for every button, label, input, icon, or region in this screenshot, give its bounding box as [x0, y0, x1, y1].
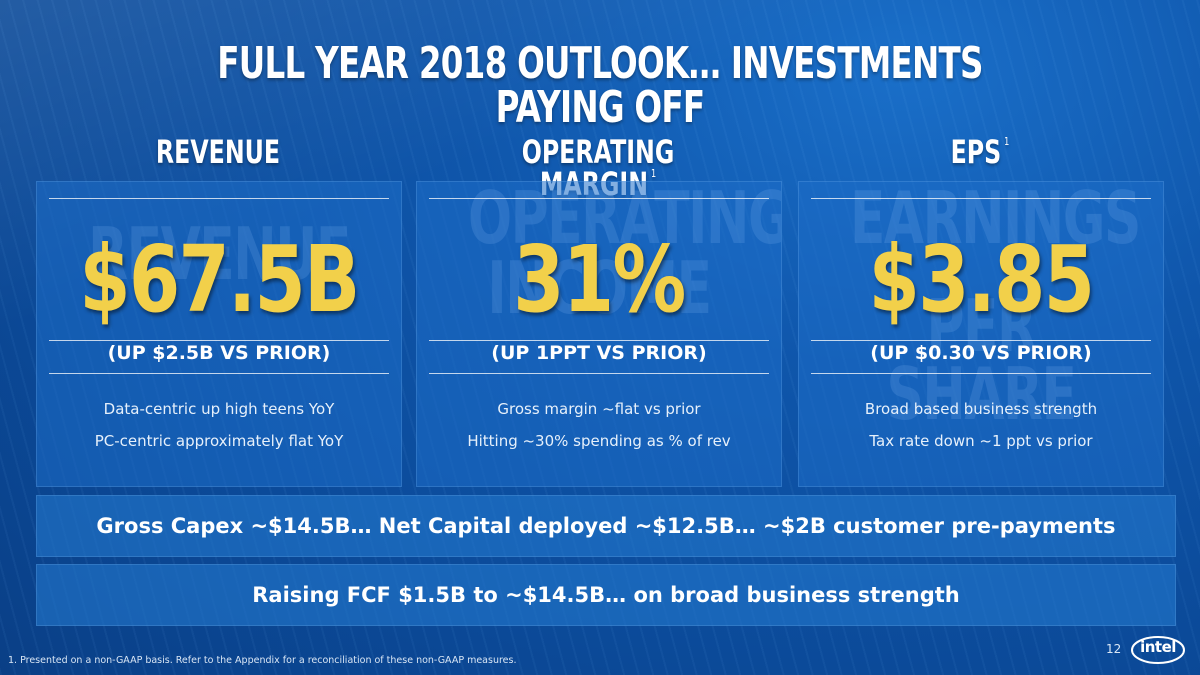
operating-margin-value: 31% [513, 226, 686, 333]
eps-value: $3.85 [868, 226, 1095, 333]
divider [429, 340, 769, 341]
operating-margin-bullet: Gross margin ~flat vs prior [497, 400, 701, 418]
divider [49, 373, 389, 374]
divider [49, 340, 389, 341]
revenue-change: (UP $2.5B VS PRIOR) [107, 342, 331, 364]
slide-title: FULL YEAR 2018 OUTLOOK… INVESTMENTS PAYI… [217, 38, 983, 133]
fcf-banner: Raising FCF $1.5B to ~$14.5B… on broad b… [36, 564, 1176, 626]
footnote: 1. Presented on a non-GAAP basis. Refer … [8, 655, 517, 666]
intel-logo-text: intel [1140, 638, 1176, 656]
eps-bullet: Tax rate down ~1 ppt vs prior [869, 432, 1093, 450]
watermark-text: PER SHARE [886, 284, 1077, 437]
operating-margin-panel: OPERATING INCOME 31% (UP 1PPT VS PRIOR) … [416, 181, 782, 487]
revenue-bullet: Data-centric up high teens YoY [103, 400, 335, 418]
eps-panel: EARNINGS PER SHARE $3.85 (UP $0.30 VS PR… [798, 181, 1164, 487]
divider [49, 198, 389, 199]
footnote-mark: 1 [650, 167, 657, 180]
revenue-value: $67.5B [79, 226, 360, 333]
watermark-text: REVENUE [88, 212, 351, 296]
watermark-text: OPERATING [467, 181, 782, 260]
watermark-text: EARNINGS [849, 181, 1141, 260]
divider [429, 198, 769, 199]
operating-margin-change: (UP 1PPT VS PRIOR) [491, 342, 707, 364]
operating-margin-bullet: Hitting ~30% spending as % of rev [467, 432, 731, 450]
eps-bullet: Broad based business strength [864, 400, 1098, 418]
divider [811, 198, 1151, 199]
intel-logo-swoosh-icon [1131, 636, 1185, 664]
heading-revenue-label: REVENUE [155, 133, 281, 171]
watermark-text: INCOME [487, 246, 712, 330]
footnote-mark: 1 [1004, 135, 1010, 148]
divider [811, 340, 1151, 341]
heading-eps: EPS 1 [845, 136, 1114, 168]
page-number: 12 [1106, 642, 1122, 656]
revenue-bullet: PC-centric approximately flat YoY [94, 432, 344, 450]
eps-change: (UP $0.30 VS PRIOR) [870, 342, 1092, 364]
heading-revenue: REVENUE [83, 136, 352, 168]
capex-banner: Gross Capex ~$14.5B… Net Capital deploye… [36, 495, 1176, 557]
heading-eps-label: EPS [950, 133, 1002, 171]
divider [429, 373, 769, 374]
intel-logo: intel [1130, 634, 1186, 668]
divider [811, 373, 1151, 374]
revenue-panel: REVENUE $67.5B (UP $2.5B VS PRIOR) Data-… [36, 181, 402, 487]
